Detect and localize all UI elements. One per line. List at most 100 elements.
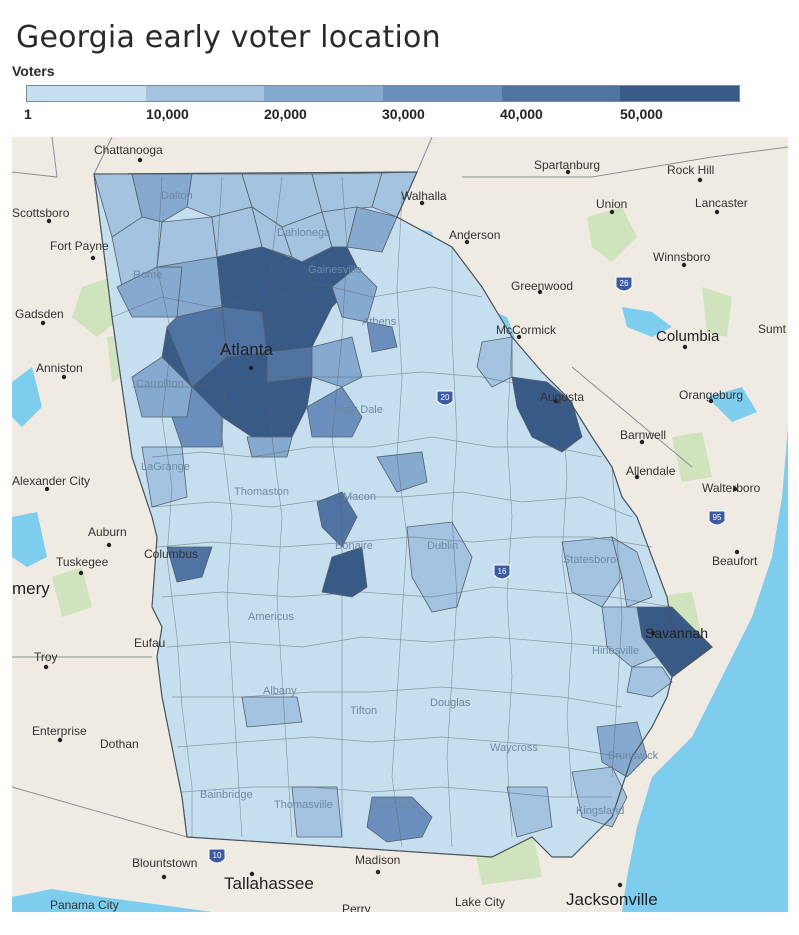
region-statesboro [561, 536, 623, 608]
region-hinesville [601, 606, 658, 668]
city-label: Troy [34, 650, 58, 664]
color-legend [26, 85, 740, 102]
legend-swatch [501, 86, 621, 101]
city-label: Macon [343, 491, 376, 503]
city-label: Atlanta [220, 340, 273, 359]
city-label: Dothan [100, 737, 139, 751]
legend-swatch [145, 86, 265, 101]
city-label: Tifton [350, 705, 377, 717]
city-label: Savannah [645, 625, 708, 641]
highway-20-shield: 20 [436, 390, 454, 406]
legend-tick: 20,000 [264, 106, 307, 122]
city-label: Anniston [36, 361, 83, 375]
region-thomasville [291, 786, 343, 838]
city-label: Dahlonega [277, 227, 331, 239]
highway-label: 26 [620, 279, 629, 288]
city-label: Jacksonville [566, 890, 658, 909]
legend-swatch [264, 86, 384, 101]
city-label: Spartanburg [534, 158, 600, 172]
legend-swatch [620, 86, 740, 101]
highway-label: 16 [498, 567, 507, 576]
city-label: LaGrange [141, 461, 190, 473]
city-label: Alexander City [12, 474, 90, 488]
highway-shields: 26 20 16 95 10 [208, 276, 726, 864]
city-label: Fort Payne [50, 239, 109, 253]
legend-swatch [27, 86, 146, 101]
city-label: Thomasville [274, 799, 333, 811]
region-albany [241, 696, 303, 728]
city-label: Bonaire [335, 540, 373, 552]
city-label: Kingsland [576, 805, 624, 817]
highway-16-shield: 16 [493, 564, 511, 580]
legend-tick: 1 [24, 106, 32, 122]
region-columbus [166, 546, 213, 583]
highway-label: 95 [713, 513, 722, 522]
legend-swatch [383, 86, 502, 101]
city-label: Chattanooga [94, 143, 163, 157]
city-label: Anderson [449, 228, 500, 242]
city-label: Panama City [50, 898, 119, 912]
city-label: Blountstown [132, 856, 197, 870]
atlantic-ocean [622, 427, 788, 912]
city-label: Athens [362, 316, 397, 328]
city-label: Union [596, 197, 627, 211]
city-label: Lake City [455, 895, 505, 909]
map-canvas[interactable]: 26 20 16 95 10 Chattanooga Scottsboro Fo… [12, 137, 788, 912]
region-cobb [166, 306, 228, 388]
city-label: Gainesville [308, 264, 362, 276]
highway-label: 20 [441, 393, 450, 402]
legend-tick: 50,000 [620, 106, 663, 122]
gulf-of-mexico [12, 889, 212, 912]
city-label: mery [12, 579, 50, 598]
highway-95-shield: 95 [708, 510, 726, 526]
legend-tick: 10,000 [146, 106, 189, 122]
city-label: Columbia [656, 328, 720, 345]
state-borders [12, 137, 788, 838]
city-label: Augusta [540, 390, 584, 404]
city-label: Eufau [134, 636, 165, 650]
highway-75-shield: 10 [208, 848, 226, 864]
map-svg[interactable]: 26 20 16 95 10 Chattanooga Scottsboro Fo… [12, 137, 788, 912]
city-label: Rome [133, 269, 162, 281]
city-label: Scottsboro [12, 206, 70, 220]
region-lagrange [141, 446, 188, 508]
city-label: Beaufort [712, 554, 758, 568]
region-valdosta [366, 796, 433, 843]
county-borders [111, 176, 673, 848]
city-label: Tallahassee [224, 874, 314, 893]
city-label: Americus [248, 611, 294, 623]
city-label: Valdosta [374, 799, 417, 811]
city-label: Tuskegee [56, 555, 109, 569]
city-label: Columbus [144, 547, 198, 561]
city-label: Walterboro [702, 481, 761, 495]
city-label: Barnwell [620, 428, 666, 442]
highway-label: 10 [213, 851, 222, 860]
city-label: Rock Hill [667, 163, 714, 177]
city-label: Auburn [88, 525, 127, 539]
legend-label: Voters [12, 63, 55, 79]
city-label: Sumt [758, 322, 787, 336]
city-label: Douglas [430, 697, 471, 709]
city-label: Statesboro [563, 554, 616, 566]
city-label: Greenwood [511, 279, 573, 293]
city-label: Brunswick [608, 750, 659, 762]
city-label: Dublin [427, 540, 458, 552]
city-label: Albany [263, 685, 297, 697]
city-label: Winnsboro [653, 250, 711, 264]
region-brunswick [596, 721, 648, 778]
legend-tick: 40,000 [500, 106, 543, 122]
region-macon [316, 491, 358, 548]
city-label: Enterprise [32, 724, 87, 738]
city-label: Orangeburg [679, 388, 743, 402]
city-label: McCormick [496, 323, 557, 337]
city-label: Shady Dale [326, 404, 383, 416]
map-title: Georgia early voter location [16, 20, 441, 55]
highway-26-shield: 26 [615, 276, 633, 292]
city-label: Allendale [626, 464, 676, 478]
georgia-outline-stroke [93, 171, 713, 858]
city-label: Walhalla [401, 189, 447, 203]
city-labels: Chattanooga Scottsboro Fort Payne Gadsde… [12, 143, 787, 912]
city-label: Madison [355, 853, 400, 867]
city-label: Carrollton [136, 378, 184, 390]
city-label: Bainbridge [200, 789, 253, 801]
